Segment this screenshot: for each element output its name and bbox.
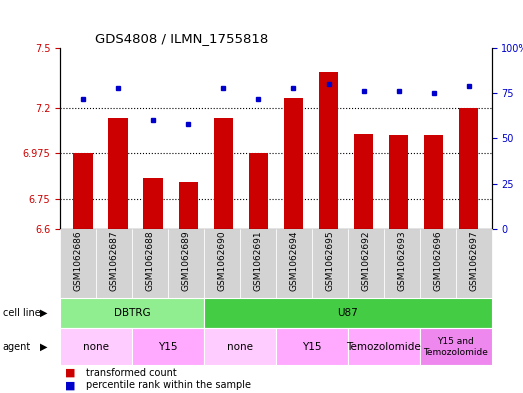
Bar	[204, 298, 492, 328]
Bar	[132, 328, 204, 365]
Text: GSM1062694: GSM1062694	[289, 230, 298, 290]
Bar	[276, 328, 348, 365]
Bar	[284, 98, 303, 229]
Bar	[424, 135, 444, 229]
Text: ▶: ▶	[40, 308, 48, 318]
Bar	[456, 229, 492, 298]
Bar	[389, 135, 408, 229]
Bar	[419, 229, 456, 298]
Text: none: none	[227, 342, 253, 352]
Bar	[60, 298, 204, 328]
Bar	[276, 229, 312, 298]
Text: GSM1062689: GSM1062689	[181, 230, 190, 291]
Bar	[240, 229, 276, 298]
Bar	[348, 328, 419, 365]
Text: GSM1062688: GSM1062688	[145, 230, 154, 291]
Text: GSM1062692: GSM1062692	[361, 230, 370, 290]
Text: U87: U87	[337, 308, 358, 318]
Bar	[213, 118, 233, 229]
Text: GSM1062697: GSM1062697	[469, 230, 478, 291]
Text: Y15: Y15	[302, 342, 322, 352]
Text: cell line: cell line	[3, 308, 40, 318]
Bar	[60, 328, 132, 365]
Text: transformed count: transformed count	[86, 367, 177, 378]
Bar	[419, 328, 492, 365]
Text: Y15 and
Temozolomide: Y15 and Temozolomide	[423, 337, 488, 356]
Bar	[168, 229, 204, 298]
Bar	[249, 153, 268, 229]
Text: GSM1062695: GSM1062695	[325, 230, 334, 291]
Text: GDS4808 / ILMN_1755818: GDS4808 / ILMN_1755818	[95, 32, 268, 45]
Text: GSM1062687: GSM1062687	[110, 230, 119, 291]
Bar	[143, 178, 163, 229]
Text: GSM1062686: GSM1062686	[74, 230, 83, 291]
Text: DBTRG: DBTRG	[113, 308, 151, 318]
Text: ▶: ▶	[40, 342, 48, 352]
Text: agent: agent	[3, 342, 31, 352]
Bar	[354, 134, 373, 229]
Text: GSM1062693: GSM1062693	[397, 230, 406, 291]
Text: ■: ■	[65, 380, 76, 390]
Text: GSM1062690: GSM1062690	[218, 230, 226, 291]
Text: ■: ■	[65, 367, 76, 378]
Bar	[204, 328, 276, 365]
Bar	[96, 229, 132, 298]
Bar	[178, 182, 198, 229]
Text: Temozolomide: Temozolomide	[346, 342, 421, 352]
Bar	[319, 72, 338, 229]
Bar	[132, 229, 168, 298]
Bar	[60, 229, 96, 298]
Bar	[204, 229, 240, 298]
Text: none: none	[83, 342, 109, 352]
Bar	[73, 153, 93, 229]
Text: percentile rank within the sample: percentile rank within the sample	[86, 380, 251, 390]
Bar	[312, 229, 348, 298]
Text: GSM1062696: GSM1062696	[433, 230, 442, 291]
Text: Y15: Y15	[158, 342, 178, 352]
Bar	[459, 108, 479, 229]
Bar	[384, 229, 419, 298]
Bar	[348, 229, 384, 298]
Text: GSM1062691: GSM1062691	[254, 230, 263, 291]
Bar	[108, 118, 128, 229]
